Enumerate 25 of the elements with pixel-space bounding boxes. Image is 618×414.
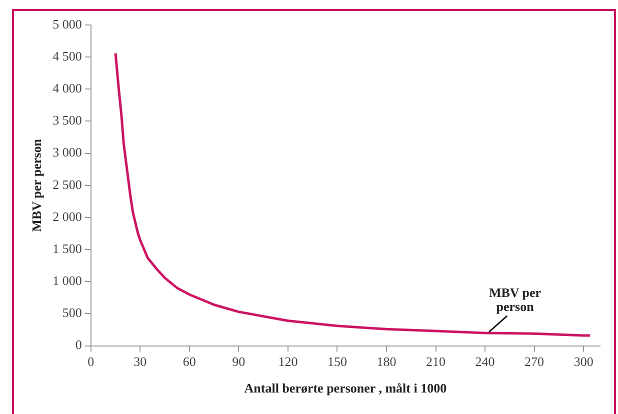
series-label: MBV per person xyxy=(488,284,542,314)
x-tick-label: 300 xyxy=(574,354,594,370)
y-axis-title: MBV per person xyxy=(29,138,44,232)
x-tick-label: 60 xyxy=(182,354,196,370)
x-tick-label: 120 xyxy=(278,354,298,370)
y-tick-label: 0 xyxy=(75,337,82,352)
y-tick-label: 5 000 xyxy=(52,16,82,32)
x-tick-label: 210 xyxy=(426,354,446,370)
y-tick-label: 2 000 xyxy=(52,208,82,224)
y-tick-label: 1 000 xyxy=(52,273,82,288)
y-tick-label: 3 500 xyxy=(52,112,82,128)
x-tick-label: 150 xyxy=(327,354,347,370)
y-tick-label: 3 000 xyxy=(52,144,82,160)
y-tick-label: 4 500 xyxy=(52,48,82,64)
x-tick-label: 270 xyxy=(524,354,544,370)
x-tick-label: 180 xyxy=(376,354,396,370)
x-tick-label: 30 xyxy=(134,354,147,370)
y-tick-label: 1 500 xyxy=(52,240,82,256)
y-tick-label: 2 500 xyxy=(52,176,82,192)
x-tick-label: 0 xyxy=(88,354,94,370)
x-axis-title: Antall berørte personer , målt i 1000 xyxy=(244,380,447,396)
y-tick-label: 4 000 xyxy=(52,80,82,96)
x-tick-label: 90 xyxy=(232,354,246,370)
x-tick-label: 240 xyxy=(475,354,495,370)
y-tick-label: 500 xyxy=(62,305,82,320)
